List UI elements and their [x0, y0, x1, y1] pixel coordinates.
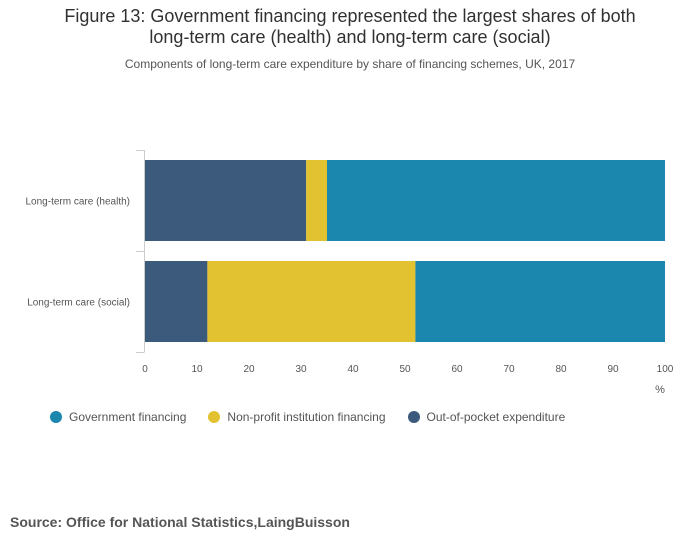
x-tick-label: 40 — [347, 364, 359, 375]
x-tick-label: 70 — [503, 364, 515, 375]
x-tick-label: 60 — [451, 364, 463, 375]
stacked-bar-chart: Long-term care (health) Long-term care (s… — [26, 150, 674, 396]
chart-title-line-2: long-term care (health) and long-term ca… — [149, 27, 551, 47]
y-tick-label: Long-term care (health) — [26, 197, 131, 208]
bar-social-non-profit-institution-financing — [207, 261, 416, 342]
x-tick-label: 80 — [555, 364, 567, 375]
legend-label: Out-of-pocket expenditure — [426, 410, 566, 424]
x-tick-label: 30 — [295, 364, 307, 375]
y-tick-label: Long-term care (social) — [27, 298, 130, 309]
legend-item[interactable]: Government financing — [50, 410, 186, 424]
bar-health-government-financing — [327, 160, 665, 241]
x-tick-label: 0 — [142, 364, 148, 375]
chart-title: Figure 13: Government financing represen… — [0, 6, 700, 48]
legend-swatch-icon — [208, 411, 221, 423]
x-tick-label: 50 — [399, 364, 411, 375]
chart-subtitle: Components of long-term care expenditure… — [124, 57, 576, 71]
x-axis-label: % — [655, 384, 665, 396]
legend-label: Government financing — [69, 410, 187, 424]
x-tick-label: 10 — [191, 364, 203, 375]
source-note: Source: Office for National Statistics,L… — [10, 514, 350, 530]
chart-title-line-1: Figure 13: Government financing represen… — [64, 6, 636, 26]
legend-swatch-icon — [50, 411, 62, 423]
legend-item[interactable]: Out-of-pocket expenditure — [407, 410, 566, 424]
bar-health-out-of-pocket-expenditure — [145, 160, 307, 241]
legend-item[interactable]: Non-profit institution financing — [208, 410, 386, 424]
bar-social-out-of-pocket-expenditure — [145, 261, 208, 342]
bar-social-government-financing — [415, 261, 665, 342]
chart-legend: Government financing Non-profit instituti… — [50, 409, 587, 425]
bar-health-non-profit-institution-financing — [306, 160, 327, 241]
legend-label: Non-profit institution financing — [227, 410, 386, 424]
x-tick-label: 100 — [657, 364, 674, 375]
legend-swatch-icon — [407, 411, 420, 423]
x-tick-label: 20 — [243, 364, 255, 375]
x-tick-label: 90 — [607, 364, 619, 375]
